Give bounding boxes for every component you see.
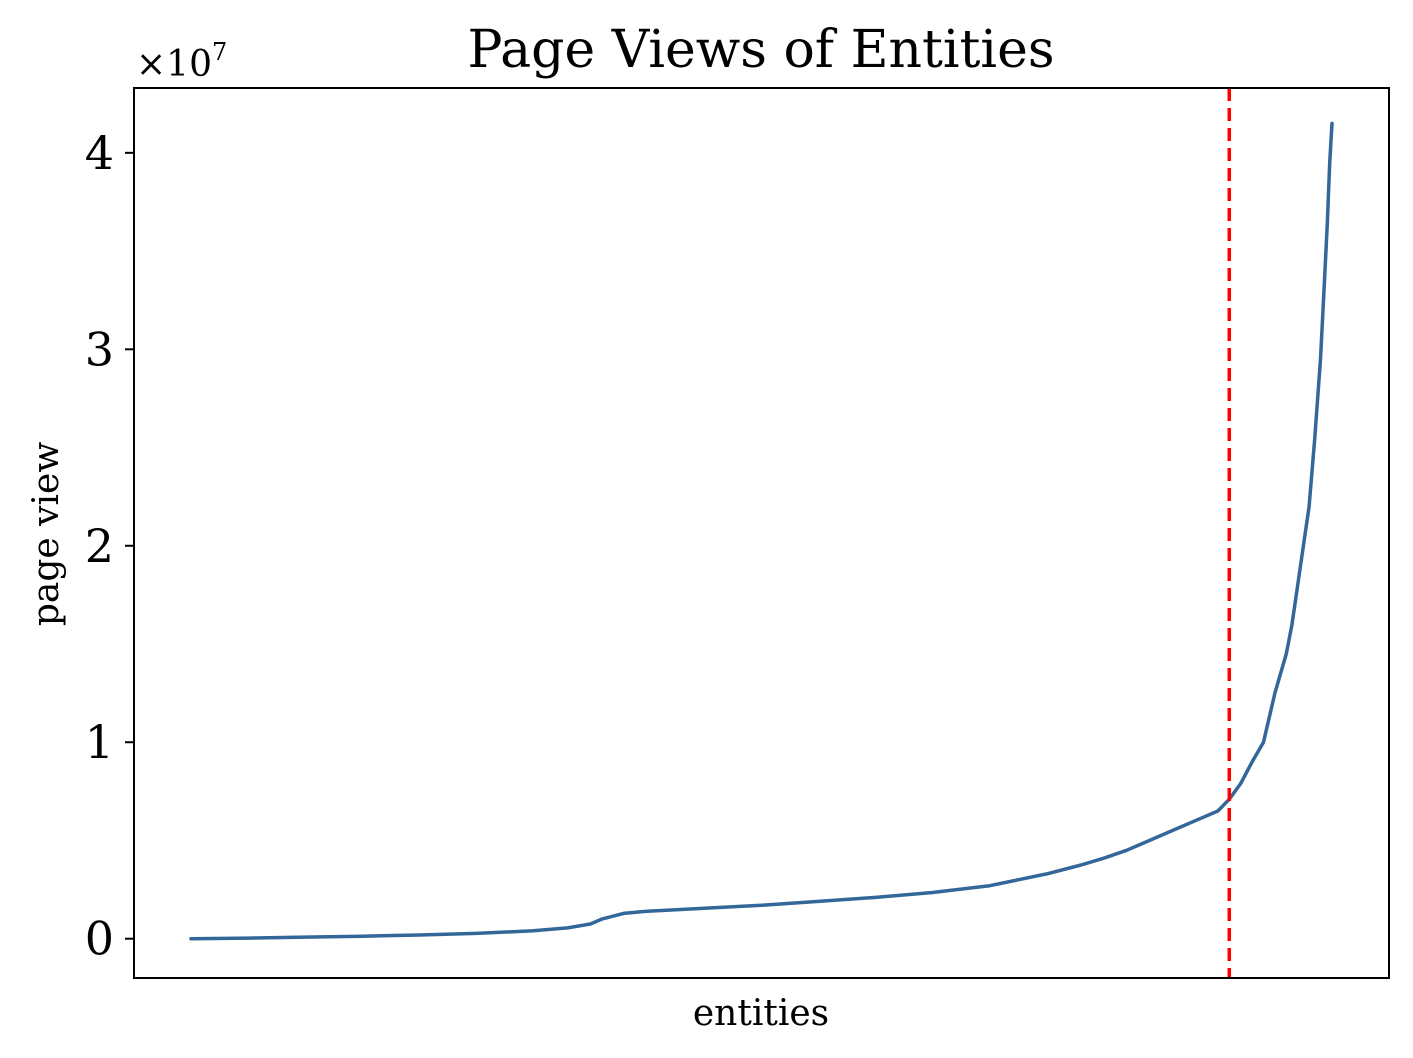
plot-marks <box>189 88 1334 978</box>
series-line <box>189 121 1334 941</box>
y-axis-ticks: 0 1 2 3 4 <box>85 126 134 966</box>
chart-title: Page Views of Entities <box>467 20 1054 80</box>
y-tick-label: 3 <box>85 322 114 376</box>
y-axis-multiplier: ×107 <box>136 38 227 85</box>
x-axis-label: entities <box>693 993 829 1034</box>
y-tick-label: 0 <box>85 912 114 966</box>
plot-area-frame <box>133 87 1390 979</box>
y-tick-label: 4 <box>85 126 114 180</box>
y-tick-label: 2 <box>85 519 114 573</box>
y-tick-label: 1 <box>85 715 114 769</box>
y-axis-label: page view <box>26 442 67 626</box>
